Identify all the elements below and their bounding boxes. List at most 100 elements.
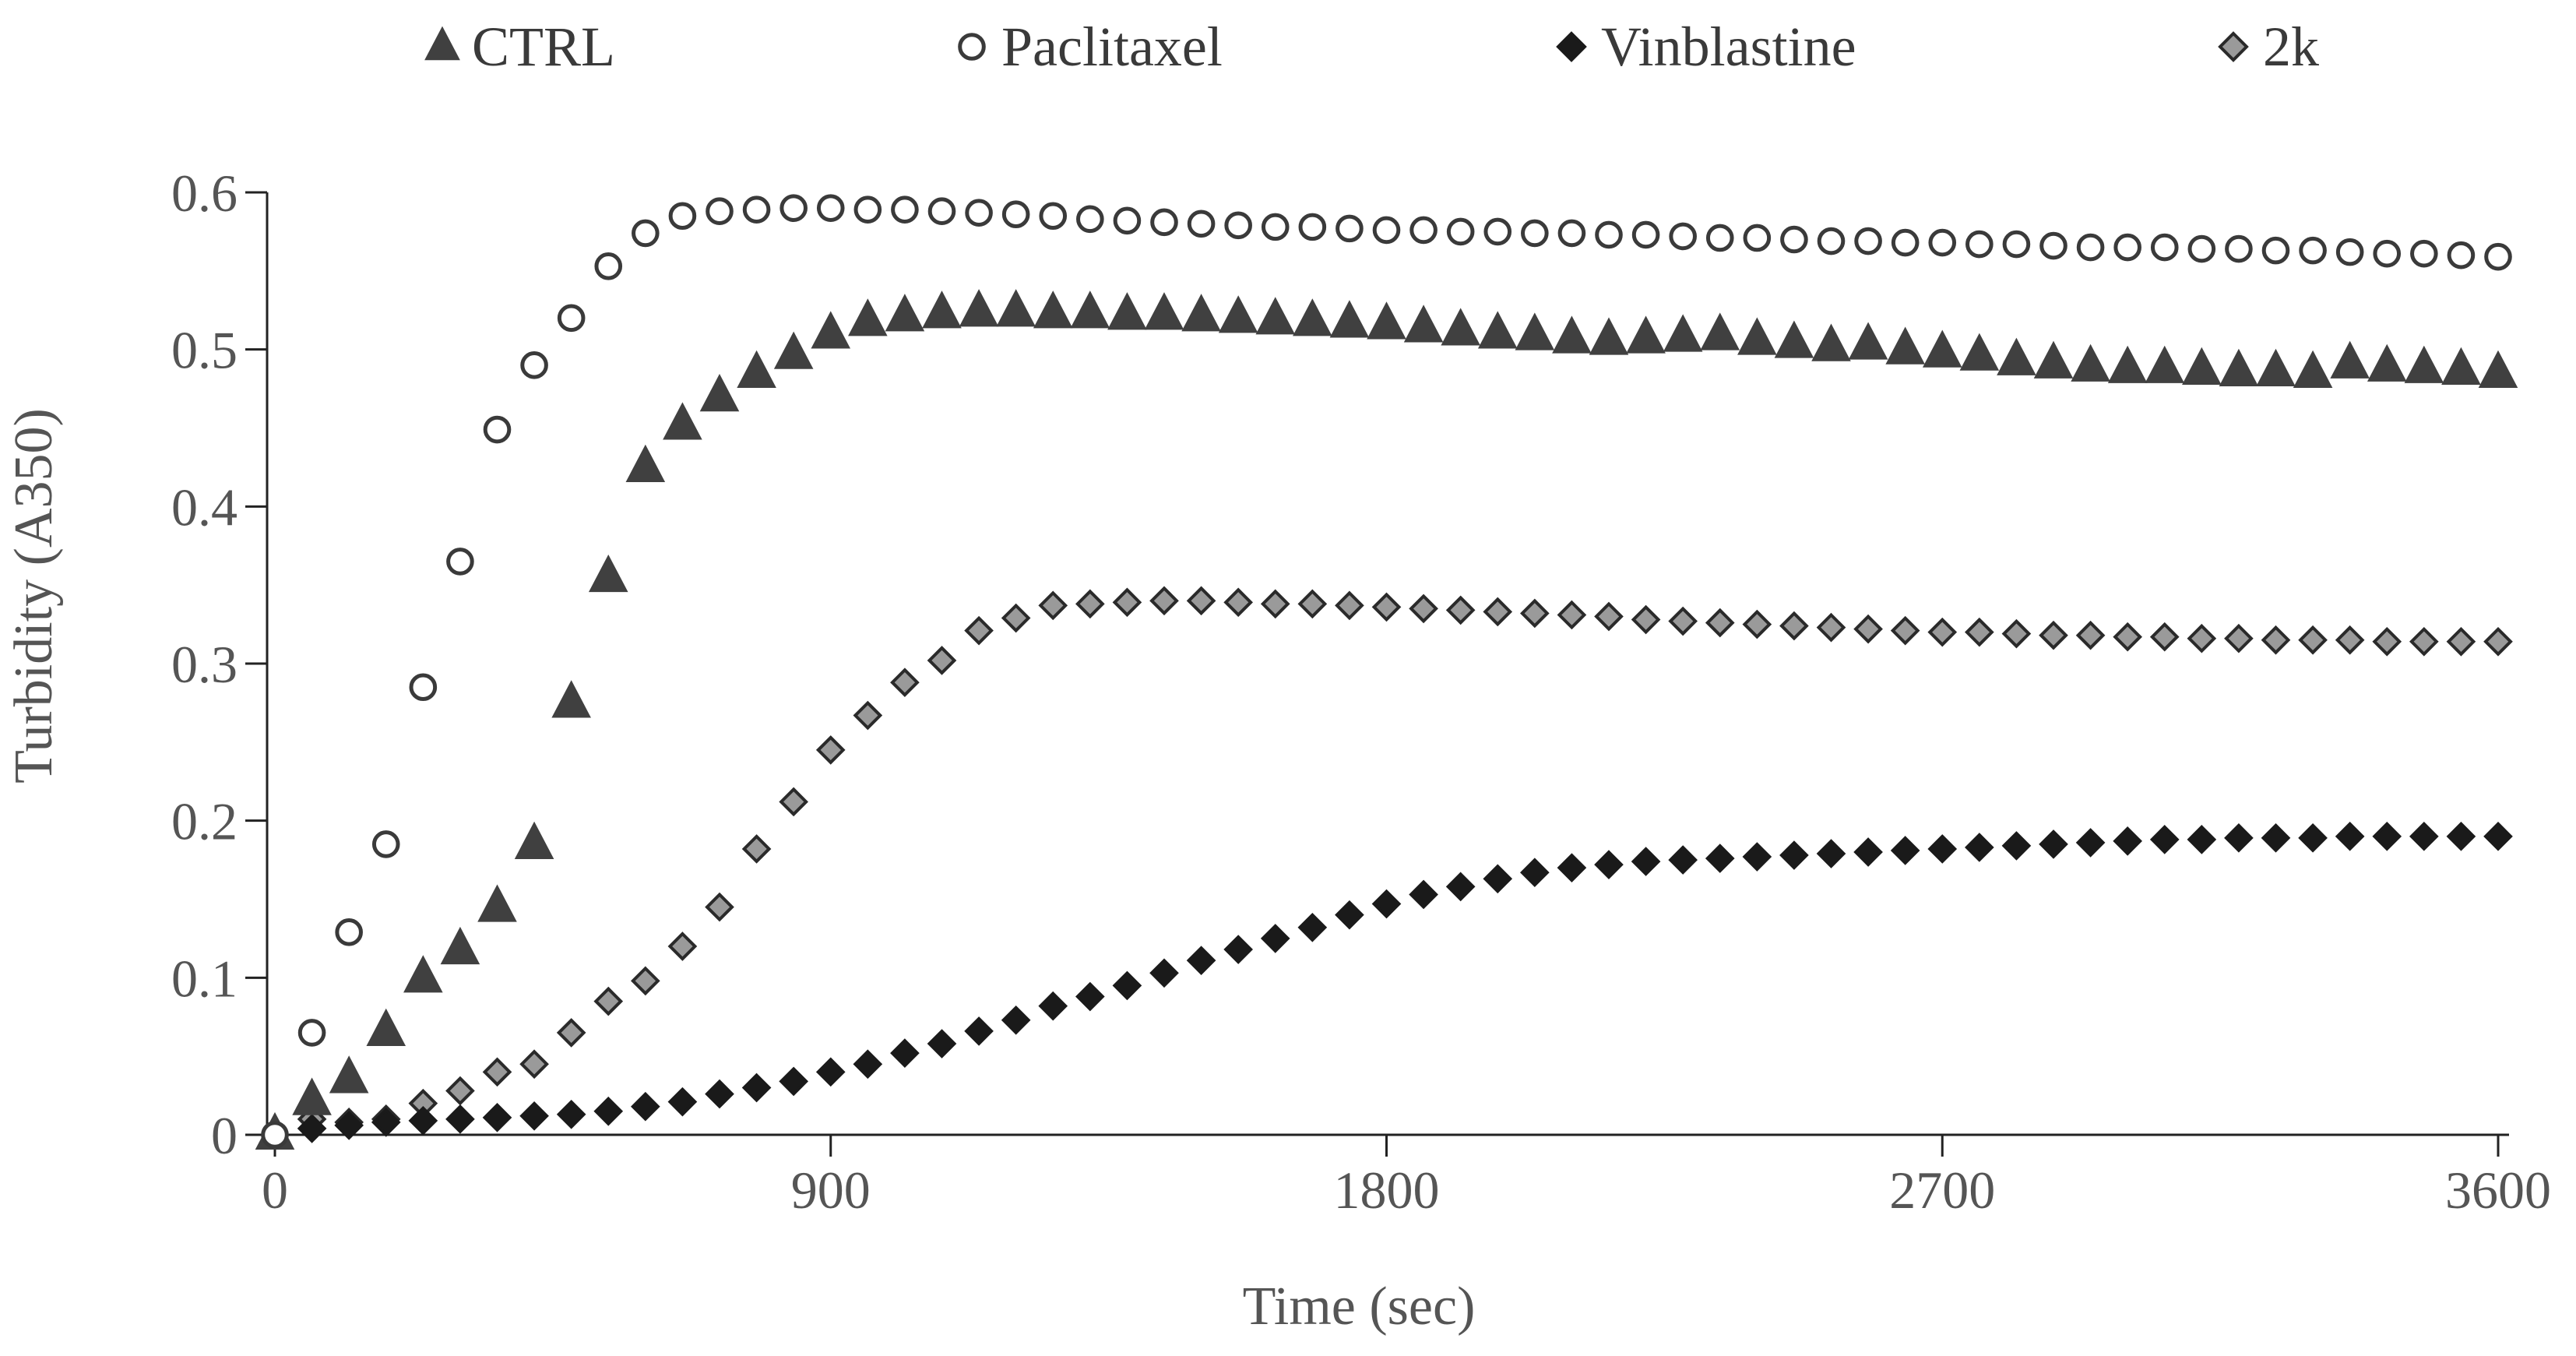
data-point-paclitaxel (297, 1019, 326, 1047)
data-point-ctrl (1255, 297, 1296, 335)
data-point-paclitaxel (2373, 239, 2402, 268)
data-point-paclitaxel (1631, 220, 1660, 249)
data-point-ctrl (1218, 295, 1258, 333)
data-point-paclitaxel (1336, 214, 1364, 243)
data-point-ctrl (1848, 322, 1888, 360)
data-point-2k (2224, 623, 2254, 653)
data-point-ctrl (1181, 294, 1221, 332)
data-point-paclitaxel (668, 202, 697, 231)
data-point-vinblastine (2113, 826, 2142, 856)
data-point-ctrl (292, 1077, 332, 1115)
data-point-2k (1631, 604, 1661, 635)
data-point-vinblastine (927, 1029, 957, 1058)
data-point-2k (445, 1076, 475, 1106)
data-point-vinblastine (2261, 823, 2291, 853)
legend-item-ctrl: CTRL (424, 16, 615, 78)
data-point-2k (1335, 590, 1364, 621)
data-point-paclitaxel (706, 197, 734, 226)
data-point-paclitaxel (2335, 238, 2364, 266)
data-point-2k (853, 700, 883, 731)
data-point-vinblastine (1483, 864, 1513, 894)
data-point-paclitaxel (520, 351, 548, 379)
y-tick-label: 0.2 (171, 792, 238, 851)
series-2k (260, 586, 2513, 1150)
data-point-paclitaxel (483, 415, 512, 444)
data-point-paclitaxel (1854, 227, 1882, 255)
data-point-2k (1853, 614, 1883, 644)
y-tick-label: 0 (211, 1106, 238, 1165)
data-point-paclitaxel (927, 197, 956, 226)
data-point-2k (556, 1018, 586, 1048)
data-point-paclitaxel (1076, 205, 1104, 234)
data-point-vinblastine (2224, 823, 2254, 853)
data-point-ctrl (1477, 311, 1518, 349)
data-point-ctrl (811, 311, 851, 349)
data-point-paclitaxel (965, 199, 993, 227)
data-point-2k (2446, 626, 2476, 657)
data-point-ctrl (1144, 292, 1184, 330)
data-point-vinblastine (2298, 823, 2328, 853)
data-point-2k (1705, 608, 1735, 638)
data-point-ctrl (2330, 340, 2370, 379)
series-paclitaxel (261, 194, 2512, 1149)
data-point-ctrl (773, 331, 814, 369)
data-point-2k (1557, 600, 1587, 630)
data-point-2k (1890, 615, 1920, 646)
data-point-ctrl (2441, 347, 2481, 385)
legend-marker-vinblastine (1556, 31, 1587, 62)
data-point-2k (2298, 625, 2328, 655)
data-point-ctrl (2478, 350, 2518, 388)
data-point-paclitaxel (2410, 239, 2438, 268)
data-point-vinblastine (1631, 847, 1661, 876)
data-point-2k (927, 646, 957, 675)
legend-marker-paclitaxel (958, 33, 986, 61)
plot-area (255, 194, 2518, 1150)
data-point-ctrl (996, 289, 1036, 327)
data-point-paclitaxel (1150, 208, 1178, 237)
data-point-vinblastine (2372, 822, 2402, 851)
data-point-paclitaxel (1224, 211, 1252, 240)
data-point-ctrl (1329, 300, 1370, 338)
data-point-ctrl (1737, 317, 1777, 355)
data-point-ctrl (1107, 292, 1147, 330)
data-point-ctrl (2145, 345, 2185, 383)
data-point-ctrl (588, 554, 628, 593)
data-point-vinblastine (741, 1072, 772, 1103)
data-point-paclitaxel (1595, 220, 1623, 249)
x-tick-label: 2700 (1889, 1161, 1995, 1220)
data-point-ctrl (1033, 291, 1073, 329)
data-point-vinblastine (1668, 845, 1698, 875)
data-point-2k (741, 834, 772, 864)
data-point-2k (2039, 620, 2068, 650)
x-tick-label: 0 (262, 1161, 288, 1220)
legend-label-ctrl: CTRL (472, 16, 615, 78)
data-point-paclitaxel (1113, 206, 1142, 235)
data-point-2k (519, 1049, 549, 1080)
data-point-paclitaxel (1817, 227, 1846, 255)
data-point-2k (1001, 603, 1031, 633)
data-point-paclitaxel (2187, 234, 2216, 263)
data-point-paclitaxel (742, 195, 771, 224)
data-point-vinblastine (2187, 825, 2217, 854)
data-point-2k (2335, 625, 2365, 655)
data-point-vinblastine (1557, 853, 1587, 882)
data-point-paclitaxel (2002, 230, 2031, 259)
legend-label-paclitaxel: Paclitaxel (1001, 16, 1223, 78)
data-point-vinblastine (2149, 825, 2180, 854)
data-point-vinblastine (1742, 842, 1772, 872)
data-point-2k (2261, 625, 2291, 655)
data-point-paclitaxel (446, 548, 474, 576)
data-point-vinblastine (1853, 837, 1883, 867)
data-point-paclitaxel (1372, 216, 1401, 245)
data-point-ctrl (2033, 340, 2074, 379)
data-point-paclitaxel (261, 1121, 289, 1149)
data-point-paclitaxel (1891, 228, 1920, 257)
data-point-vinblastine (667, 1087, 698, 1117)
data-point-vinblastine (408, 1106, 438, 1136)
data-point-ctrl (1626, 315, 1666, 354)
data-point-vinblastine (371, 1108, 401, 1137)
data-point-2k (2113, 622, 2142, 652)
y-tick-label: 0.1 (171, 949, 238, 1008)
y-tick-label: 0.6 (171, 164, 238, 223)
